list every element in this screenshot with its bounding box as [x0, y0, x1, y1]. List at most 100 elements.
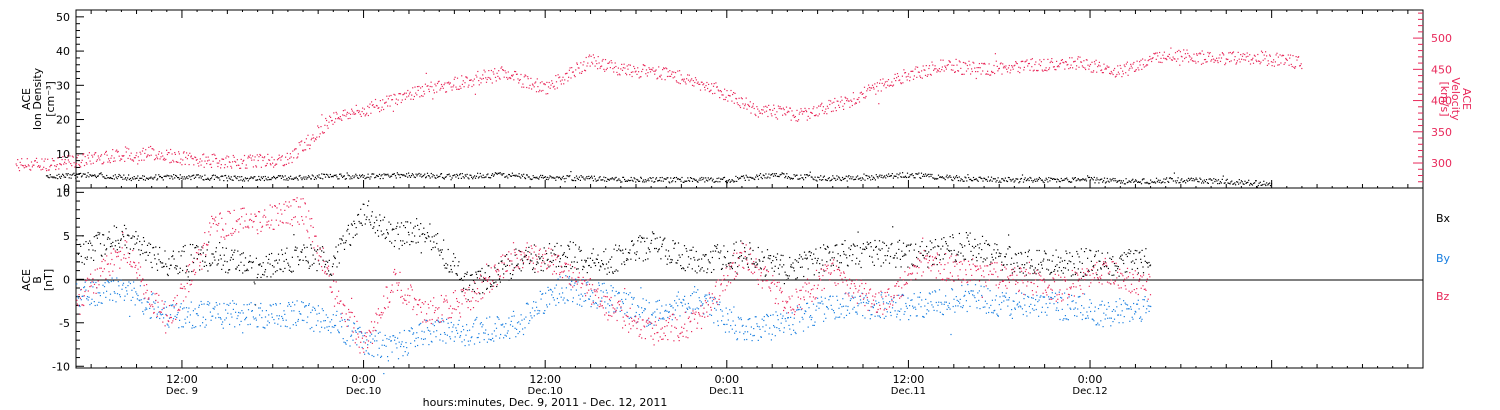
velocity-point: [1105, 68, 1107, 70]
density-point: [480, 175, 482, 177]
velocity-point: [294, 148, 296, 150]
density-point: [143, 175, 145, 177]
velocity-point: [656, 78, 658, 80]
bx-point: [1087, 257, 1089, 259]
bx-point: [948, 250, 951, 252]
bx-point: [568, 245, 570, 247]
velocity-point: [75, 164, 77, 166]
velocity-point: [626, 74, 628, 76]
bx-point: [382, 219, 384, 221]
velocity-point: [97, 155, 99, 157]
velocity-point: [1282, 54, 1285, 57]
density-point: [1093, 176, 1095, 178]
velocity-point: [421, 86, 423, 88]
velocity-point: [342, 110, 344, 112]
density-point: [579, 179, 581, 181]
bx-point: [549, 260, 552, 262]
by-point: [288, 303, 290, 306]
density-point: [799, 178, 801, 180]
density-point: [225, 174, 227, 177]
bx-point: [500, 260, 502, 262]
bx-point: [186, 269, 188, 271]
bx-point: [184, 244, 186, 247]
velocity-point: [52, 160, 54, 162]
density-point: [212, 174, 214, 176]
density-point: [147, 178, 149, 180]
velocity-point: [547, 86, 550, 88]
density-point: [1029, 176, 1031, 179]
density-point: [959, 180, 961, 182]
bx-point: [1044, 252, 1046, 254]
bx-point: [969, 232, 971, 234]
bx-point: [522, 263, 524, 265]
velocity-point: [535, 81, 537, 83]
density-point: [1133, 181, 1135, 183]
by-point: [295, 322, 297, 324]
density-point: [904, 176, 906, 178]
density-point: [1065, 178, 1067, 180]
velocity-point: [505, 72, 507, 74]
bx-point: [616, 250, 618, 252]
velocity-point: [784, 113, 786, 115]
by-point: [112, 280, 115, 282]
velocity-point: [430, 81, 432, 83]
velocity-point: [1216, 57, 1218, 59]
velocity-point: [247, 155, 250, 157]
density-point: [676, 178, 679, 180]
velocity-point: [536, 78, 538, 80]
density-point: [635, 181, 637, 183]
bx-point: [1042, 260, 1044, 262]
velocity-point: [105, 150, 107, 152]
bx-point: [644, 259, 647, 261]
bx-point: [152, 247, 154, 249]
velocity-point: [456, 88, 458, 90]
bx-point: [416, 218, 418, 220]
density-point: [312, 175, 314, 177]
bx-point: [1148, 261, 1150, 264]
velocity-point: [960, 67, 962, 69]
density-point: [730, 180, 732, 182]
bx-point: [506, 254, 508, 256]
bx-point: [975, 256, 977, 258]
density-point: [999, 180, 1001, 182]
velocity-point: [493, 73, 495, 75]
density-point: [347, 174, 349, 176]
density-point: [1069, 180, 1071, 183]
density-point: [108, 177, 110, 179]
bx-point: [625, 259, 628, 261]
velocity-point: [510, 77, 512, 80]
bx-point: [952, 234, 954, 236]
bx-point: [521, 258, 523, 260]
density-point: [786, 177, 789, 179]
by-point: [304, 305, 306, 307]
velocity-point: [50, 164, 52, 166]
bx-point: [286, 247, 288, 249]
density-point: [490, 177, 492, 179]
density-point: [923, 173, 925, 176]
velocity-point: [444, 82, 446, 84]
bx-point: [581, 259, 583, 261]
density-point: [946, 174, 948, 176]
density-point: [739, 177, 742, 179]
bx-point: [251, 261, 253, 264]
density-point: [174, 177, 176, 179]
density-point: [104, 177, 106, 179]
density-point: [772, 175, 775, 177]
bx-point: [157, 253, 159, 255]
velocity-point: [651, 69, 653, 71]
bx-point: [192, 244, 194, 246]
bx-point: [714, 250, 717, 252]
bx-point: [283, 260, 285, 262]
density-point: [1145, 182, 1147, 184]
velocity-point: [445, 91, 447, 93]
velocity-point: [1063, 62, 1065, 64]
velocity-point: [868, 84, 870, 86]
velocity-point: [921, 77, 923, 79]
velocity-point: [924, 69, 926, 71]
bx-point: [383, 233, 385, 235]
by-point: [143, 313, 145, 315]
velocity-point: [893, 77, 895, 80]
velocity-point: [562, 76, 564, 78]
velocity-point: [688, 74, 690, 76]
velocity-point: [275, 163, 277, 165]
